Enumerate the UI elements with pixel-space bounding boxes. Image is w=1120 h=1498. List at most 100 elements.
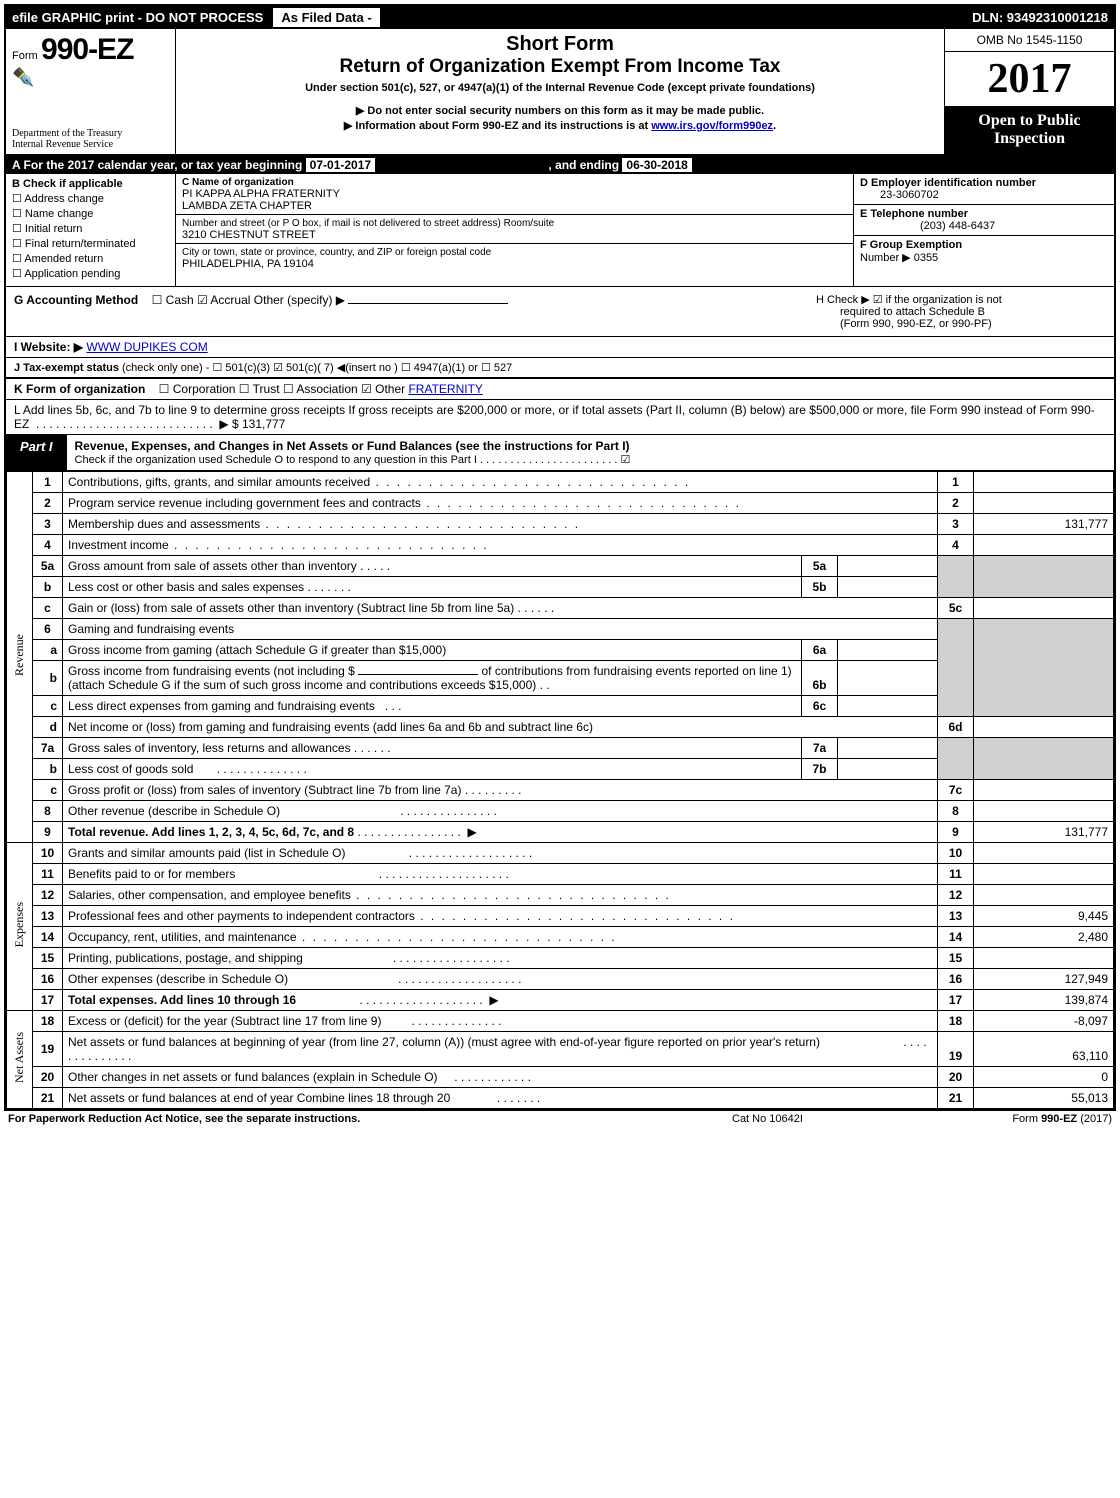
part-1-title: Revenue, Expenses, and Changes in Net As… <box>67 435 1114 470</box>
line-15-amt <box>974 948 1114 969</box>
b-label: B Check if applicable <box>12 178 169 190</box>
form-container: efile GRAPHIC print - DO NOT PROCESS As … <box>4 4 1116 1111</box>
f-label2: Number ▶ <box>860 252 911 264</box>
chk-amended-return[interactable]: Amended return <box>12 252 169 265</box>
chk-address-change[interactable]: Address change <box>12 192 169 205</box>
line-7a-desc: Gross sales of inventory, less returns a… <box>68 741 351 755</box>
line-6a-sub: 6a <box>802 640 838 661</box>
year-end: 06-30-2018 <box>622 158 691 172</box>
line-19-desc: Net assets or fund balances at beginning… <box>68 1035 820 1049</box>
note-info: ▶ Information about Form 990-EZ and its … <box>184 119 936 132</box>
line-6b-num: b <box>33 661 63 696</box>
chk-initial-return[interactable]: Initial return <box>12 222 169 235</box>
as-filed-label: As Filed Data - <box>273 8 379 27</box>
title-short-form: Short Form <box>184 33 936 56</box>
e-label: E Telephone number <box>860 208 968 220</box>
line-19-num: 19 <box>33 1032 63 1067</box>
dln-label: DLN: 93492310001218 <box>966 7 1114 28</box>
line-13-col: 13 <box>938 906 974 927</box>
line-10-desc: Grants and similar amounts paid (list in… <box>68 846 345 860</box>
line-2-desc: Program service revenue including govern… <box>68 496 421 510</box>
phone-value: (203) 448-6437 <box>920 220 995 232</box>
line-14-amt: 2,480 <box>974 927 1114 948</box>
f-label: F Group Exemption <box>860 239 962 251</box>
line-6b-desc1: Gross income from fundraising events (no… <box>68 664 355 678</box>
dept-treasury: Department of the Treasury <box>12 128 169 139</box>
row-g: H Check ▶ ☑ if the organization is not r… <box>6 287 1114 337</box>
c-addr-label: Number and street (or P O box, if mail i… <box>182 218 554 229</box>
line-14-col: 14 <box>938 927 974 948</box>
line-12-desc: Salaries, other compensation, and employ… <box>68 888 351 902</box>
line-7c-col: 7c <box>938 780 974 801</box>
line-11-num: 11 <box>33 864 63 885</box>
line-7a-num: 7a <box>33 738 63 759</box>
line-3-num: 3 <box>33 514 63 535</box>
efile-label: efile GRAPHIC print - DO NOT PROCESS <box>6 7 269 28</box>
line-12-amt <box>974 885 1114 906</box>
row-l: L Add lines 5b, 6c, and 7b to line 9 to … <box>6 400 1114 435</box>
line-12-col: 12 <box>938 885 974 906</box>
line-17-amt: 139,874 <box>974 990 1114 1011</box>
group-exemption-value: 0355 <box>914 252 938 264</box>
line-4-col: 4 <box>938 535 974 556</box>
line-1-desc: Contributions, gifts, grants, and simila… <box>68 475 370 489</box>
line-6d-num: d <box>33 717 63 738</box>
line-6d-amt <box>974 717 1114 738</box>
open-to-public: Open to Public Inspection <box>945 106 1114 154</box>
line-6c-num: c <box>33 696 63 717</box>
line-16-col: 16 <box>938 969 974 990</box>
j-label: J Tax-exempt status <box>14 362 119 374</box>
side-expenses: Expenses <box>7 843 33 1011</box>
section-def: D Employer identification number 23-3060… <box>854 174 1114 286</box>
line-5c-desc: Gain or (loss) from sale of assets other… <box>68 601 514 615</box>
tax-year: 2017 <box>945 52 1114 106</box>
g-label: G Accounting Method <box>14 293 138 307</box>
line-7c-desc: Gross profit or (loss) from sales of inv… <box>68 783 461 797</box>
header: Form 990-EZ ✒️ Department of the Treasur… <box>6 29 1114 156</box>
line-5a-sub: 5a <box>802 556 838 577</box>
line-13-amt: 9,445 <box>974 906 1114 927</box>
year-begin: 07-01-2017 <box>306 158 375 172</box>
line-18-num: 18 <box>33 1011 63 1032</box>
line-7b-sub: 7b <box>802 759 838 780</box>
i-label: I Website: ▶ <box>14 340 83 354</box>
footer-left: For Paperwork Reduction Act Notice, see … <box>8 1113 732 1125</box>
line-2-num: 2 <box>33 493 63 514</box>
row-a-tax-year: A For the 2017 calendar year, or tax yea… <box>6 156 1114 174</box>
footer-cat: Cat No 10642I <box>732 1113 932 1125</box>
irs-link[interactable]: www.irs.gov/form990ez <box>651 120 773 132</box>
line-13-desc: Professional fees and other payments to … <box>68 909 415 923</box>
org-name-1: PI KAPPA ALPHA FRATERNITY <box>182 188 340 200</box>
line-1-col: 1 <box>938 472 974 493</box>
org-address: 3210 CHESTNUT STREET <box>182 229 316 241</box>
side-revenue: Revenue <box>7 472 33 843</box>
c-city-label: City or town, state or province, country… <box>182 247 491 258</box>
chk-final-return[interactable]: Final return/terminated <box>12 237 169 250</box>
line-7b-num: b <box>33 759 63 780</box>
part-1-label: Part I <box>6 435 67 470</box>
line-21-col: 21 <box>938 1088 974 1109</box>
k-other-link[interactable]: FRATERNITY <box>408 382 482 396</box>
chk-name-change[interactable]: Name change <box>12 207 169 220</box>
line-16-desc: Other expenses (describe in Schedule O) <box>68 972 288 986</box>
line-6d-col: 6d <box>938 717 974 738</box>
website-link[interactable]: WWW DUPIKES COM <box>86 340 207 354</box>
line-5b-desc: Less cost or other basis and sales expen… <box>68 580 304 594</box>
line-9-num: 9 <box>33 822 63 843</box>
irs-label: Internal Revenue Service <box>12 139 169 150</box>
line-8-col: 8 <box>938 801 974 822</box>
h-text1: H Check ▶ ☑ if the organization is not <box>816 294 1002 306</box>
header-mid: Short Form Return of Organization Exempt… <box>176 29 944 154</box>
chk-application-pending[interactable]: Application pending <box>12 267 169 280</box>
line-21-num: 21 <box>33 1088 63 1109</box>
j-options: (check only one) - ☐ 501(c)(3) ☑ 501(c)(… <box>122 362 512 374</box>
subtitle: Under section 501(c), 527, or 4947(a)(1)… <box>184 82 936 94</box>
line-2-amt <box>974 493 1114 514</box>
line-5c-num: c <box>33 598 63 619</box>
note-ssn: ▶ Do not enter social security numbers o… <box>184 104 936 117</box>
title-return: Return of Organization Exempt From Incom… <box>184 56 936 78</box>
line-12-num: 12 <box>33 885 63 906</box>
line-9-desc: Total revenue. Add lines 1, 2, 3, 4, 5c,… <box>68 825 354 839</box>
line-9-col: 9 <box>938 822 974 843</box>
line-7a-sub: 7a <box>802 738 838 759</box>
